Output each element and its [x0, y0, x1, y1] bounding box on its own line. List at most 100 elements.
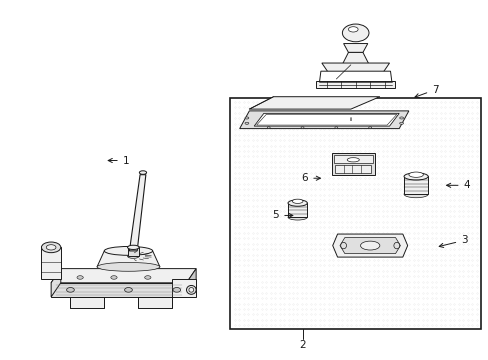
Point: [378, 279, 386, 285]
Point: [266, 268, 274, 274]
Point: [230, 110, 238, 116]
Point: [302, 159, 310, 165]
Point: [275, 126, 283, 132]
Point: [275, 224, 283, 230]
Point: [414, 301, 422, 306]
Point: [414, 99, 422, 105]
Point: [342, 143, 350, 148]
Point: [298, 192, 305, 198]
Point: [235, 301, 243, 306]
Point: [333, 137, 341, 143]
Point: [302, 290, 310, 296]
Point: [284, 219, 292, 225]
Polygon shape: [127, 247, 139, 256]
Point: [467, 137, 475, 143]
Point: [427, 252, 435, 257]
Point: [391, 323, 399, 328]
Point: [235, 181, 243, 186]
Point: [280, 268, 287, 274]
Point: [373, 159, 381, 165]
Point: [338, 246, 346, 252]
Point: [418, 126, 426, 132]
Point: [293, 137, 301, 143]
Point: [235, 192, 243, 198]
Point: [369, 295, 377, 301]
Point: [271, 274, 279, 279]
Point: [315, 137, 323, 143]
Point: [324, 170, 332, 176]
Point: [449, 323, 457, 328]
Point: [414, 290, 422, 296]
Point: [405, 137, 412, 143]
Point: [288, 279, 296, 285]
Point: [449, 235, 457, 241]
Point: [360, 132, 368, 138]
Point: [284, 181, 292, 186]
Polygon shape: [321, 63, 389, 74]
Point: [472, 241, 480, 247]
Point: [365, 197, 372, 203]
Point: [324, 126, 332, 132]
Point: [288, 203, 296, 208]
Point: [351, 257, 359, 263]
Point: [244, 246, 252, 252]
Point: [338, 126, 346, 132]
Point: [382, 165, 390, 170]
Point: [454, 306, 462, 312]
Point: [467, 301, 475, 306]
Point: [275, 137, 283, 143]
Point: [230, 203, 238, 208]
Point: [253, 317, 261, 323]
Point: [275, 301, 283, 306]
Point: [454, 121, 462, 127]
Point: [414, 257, 422, 263]
Point: [333, 192, 341, 198]
Point: [449, 290, 457, 296]
Point: [293, 181, 301, 186]
Point: [266, 181, 274, 186]
Point: [378, 262, 386, 268]
Point: [271, 230, 279, 235]
Point: [324, 252, 332, 257]
Point: [472, 295, 480, 301]
Point: [440, 311, 448, 317]
Point: [423, 170, 430, 176]
Point: [235, 175, 243, 181]
Point: [288, 170, 296, 176]
Point: [396, 317, 404, 323]
Point: [351, 203, 359, 208]
Point: [431, 181, 439, 186]
Point: [346, 301, 354, 306]
Point: [467, 159, 475, 165]
Point: [449, 132, 457, 138]
Point: [431, 121, 439, 127]
Point: [324, 175, 332, 181]
Point: [342, 132, 350, 138]
Point: [365, 213, 372, 219]
Point: [391, 181, 399, 186]
Point: [369, 105, 377, 111]
Point: [329, 246, 337, 252]
Point: [324, 137, 332, 143]
Point: [449, 213, 457, 219]
Point: [320, 279, 327, 285]
Point: [293, 192, 301, 198]
Point: [320, 252, 327, 257]
Point: [351, 268, 359, 274]
Point: [405, 323, 412, 328]
Point: [445, 219, 453, 225]
Point: [342, 186, 350, 192]
Point: [382, 213, 390, 219]
Point: [440, 317, 448, 323]
Point: [315, 148, 323, 154]
Point: [427, 121, 435, 127]
Point: [409, 323, 417, 328]
Point: [454, 159, 462, 165]
Point: [387, 257, 395, 263]
Point: [463, 235, 470, 241]
Point: [230, 197, 238, 203]
Point: [467, 311, 475, 317]
Point: [387, 284, 395, 290]
Point: [346, 317, 354, 323]
Point: [302, 186, 310, 192]
